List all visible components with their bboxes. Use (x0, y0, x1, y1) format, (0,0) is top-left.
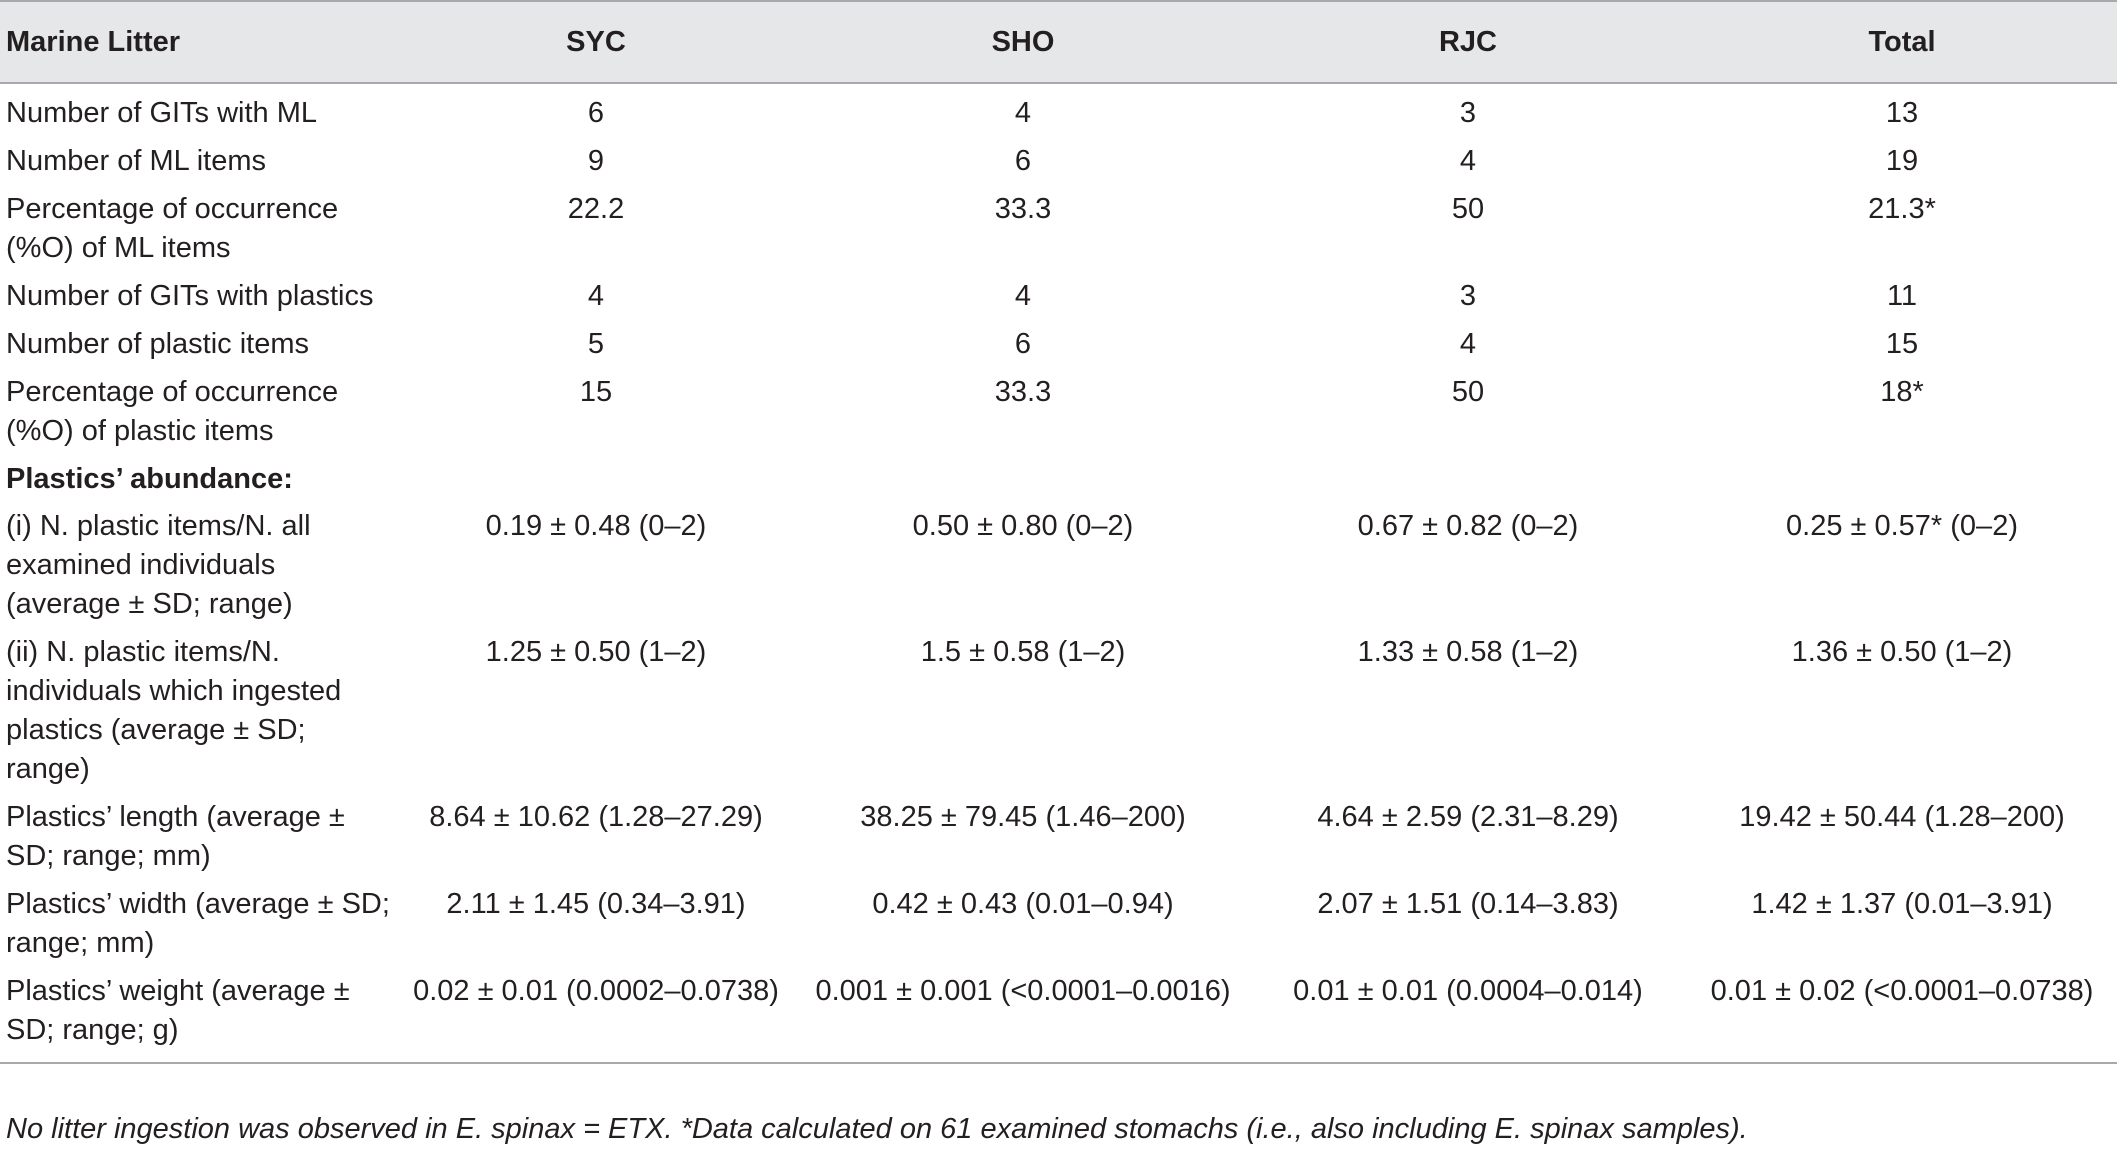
header-marine-litter: Marine Litter (0, 0, 395, 84)
row-label: Plastics’ length (average ± SD; range; m… (6, 801, 345, 872)
section-row: Plastics’ abundance: (0, 456, 2117, 503)
header-rjc: RJC (1249, 0, 1687, 84)
table-row: Plastics’ length (average ± SD; range; m… (0, 794, 2117, 881)
table-row: Percentage of occurrence (%O) of ML item… (0, 186, 2117, 273)
marine-litter-table: Marine Litter SYC SHO RJC Total Number o… (0, 0, 2117, 1064)
cell-total: 18* (1880, 376, 1924, 408)
cell-sho: 4 (1014, 97, 1032, 129)
row-label: Number of GITs with ML (6, 97, 318, 129)
cell-syc: 22.2 (567, 193, 625, 225)
cell-sho: 38.25 ± 79.45 (1.46–200) (860, 801, 1186, 833)
cell-total: 11 (1886, 280, 1918, 312)
cell-sho: 33.3 (994, 376, 1052, 408)
cell-syc: 4 (587, 280, 605, 312)
cell-sho: 0.001 ± 0.001 (<0.0001–0.0016) (797, 968, 1249, 1064)
header-total: Total (1687, 0, 2117, 84)
table-row: Number of GITs with plastics 4 4 3 11 (0, 273, 2117, 321)
table-row: Percentage of occurrence (%O) of plastic… (0, 369, 2117, 456)
cell-rjc: 50 (1451, 193, 1485, 225)
cell-rjc: 0.01 ± 0.01 (0.0004–0.014) (1249, 968, 1687, 1064)
cell-rjc: 50 (1451, 376, 1485, 408)
cell-syc: 15 (579, 376, 613, 408)
cell-total: 19 (1885, 145, 1919, 177)
cell-total: 0.01 ± 0.02 (<0.0001–0.0738) (1687, 968, 2117, 1064)
cell-syc: 8.64 ± 10.62 (1.28–27.29) (429, 801, 763, 833)
row-label: Number of plastic items (6, 328, 309, 360)
cell-syc: 1.25 ± 0.50 (1–2) (485, 636, 707, 668)
row-label: Percentage of occurrence (%O) of plastic… (6, 376, 339, 447)
header-row: Marine Litter SYC SHO RJC Total (0, 0, 2117, 84)
cell-total: 0.25 ± 0.57* (0–2) (1786, 510, 2018, 542)
section-heading: Plastics’ abundance: (6, 463, 293, 495)
cell-rjc: 3 (1459, 97, 1477, 129)
cell-rjc: 4 (1459, 145, 1477, 177)
cell-rjc: 0.67 ± 0.82 (0–2) (1357, 510, 1579, 542)
cell-sho: 0.50 ± 0.80 (0–2) (912, 510, 1134, 542)
cell-rjc: 3 (1459, 280, 1477, 312)
row-label: Percentage of occurrence (%O) of ML item… (6, 193, 339, 264)
table-row: (i) N. plastic items/N. all examined ind… (0, 503, 2117, 629)
cell-syc: 9 (587, 145, 605, 177)
table-row: Number of GITs with ML 6 4 3 13 (0, 83, 2117, 138)
cell-syc: 6 (587, 97, 605, 129)
row-label: Number of ML items (6, 145, 266, 177)
row-label: (ii) N. plastic items/N. individuals whi… (6, 636, 342, 785)
row-label: Plastics’ weight (average ± SD; range; g… (0, 968, 395, 1064)
table-row: Plastics’ weight (average ± SD; range; g… (0, 968, 2117, 1064)
cell-total: 1.42 ± 1.37 (0.01–3.91) (1751, 888, 2053, 920)
data-table-container: Marine Litter SYC SHO RJC Total Number o… (0, 0, 2117, 1064)
table-row: Number of ML items 9 6 4 19 (0, 138, 2117, 186)
header-syc: SYC (395, 0, 797, 84)
header-sho: SHO (797, 0, 1249, 84)
row-label: Number of GITs with plastics (6, 280, 374, 312)
cell-total: 13 (1885, 97, 1919, 129)
cell-syc: 5 (587, 328, 605, 360)
cell-rjc: 4 (1459, 328, 1477, 360)
cell-rjc: 1.33 ± 0.58 (1–2) (1357, 636, 1579, 668)
cell-total: 21.3* (1868, 193, 1936, 225)
cell-total: 19.42 ± 50.44 (1.28–200) (1739, 801, 2065, 833)
cell-sho: 4 (1014, 280, 1032, 312)
cell-syc: 0.02 ± 0.01 (0.0002–0.0738) (395, 968, 797, 1064)
cell-sho: 0.42 ± 0.43 (0.01–0.94) (872, 888, 1174, 920)
cell-sho: 33.3 (994, 193, 1052, 225)
row-label: (i) N. plastic items/N. all examined ind… (6, 510, 311, 620)
row-label: Plastics’ width (average ± SD; range; mm… (6, 888, 390, 959)
cell-sho: 6 (1014, 145, 1032, 177)
table-footnote: No litter ingestion was observed in E. s… (6, 1113, 1748, 1145)
cell-sho: 6 (1014, 328, 1032, 360)
table-header: Marine Litter SYC SHO RJC Total (0, 0, 2117, 84)
table-row: Plastics’ width (average ± SD; range; mm… (0, 881, 2117, 968)
table-body: Number of GITs with ML 6 4 3 13 Number of ML … (0, 83, 2117, 1064)
table-row: Number of plastic items 5 6 4 15 (0, 321, 2117, 369)
cell-total: 1.36 ± 0.50 (1–2) (1791, 636, 2013, 668)
cell-syc: 2.11 ± 1.45 (0.34–3.91) (446, 888, 746, 920)
cell-rjc: 2.07 ± 1.51 (0.14–3.83) (1317, 888, 1619, 920)
cell-syc: 0.19 ± 0.48 (0–2) (485, 510, 707, 542)
cell-sho: 1.5 ± 0.58 (1–2) (920, 636, 1126, 668)
table-row: (ii) N. plastic items/N. individuals whi… (0, 629, 2117, 794)
cell-rjc: 4.64 ± 2.59 (2.31–8.29) (1317, 801, 1619, 833)
cell-total: 15 (1885, 328, 1919, 360)
